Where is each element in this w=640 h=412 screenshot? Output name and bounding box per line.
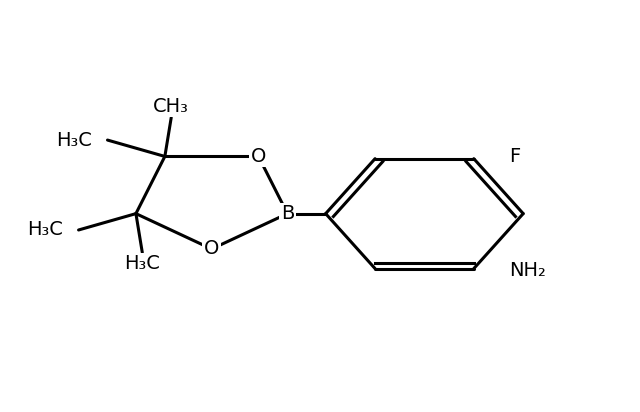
Text: O: O xyxy=(251,147,266,166)
Text: B: B xyxy=(281,204,294,223)
Text: NH₂: NH₂ xyxy=(509,261,546,280)
Text: H₃C: H₃C xyxy=(56,131,92,150)
Text: F: F xyxy=(509,147,520,166)
Text: O: O xyxy=(204,239,220,258)
Text: H₃C: H₃C xyxy=(27,220,63,239)
Text: H₃C: H₃C xyxy=(124,255,160,274)
Text: CH₃: CH₃ xyxy=(154,96,189,116)
